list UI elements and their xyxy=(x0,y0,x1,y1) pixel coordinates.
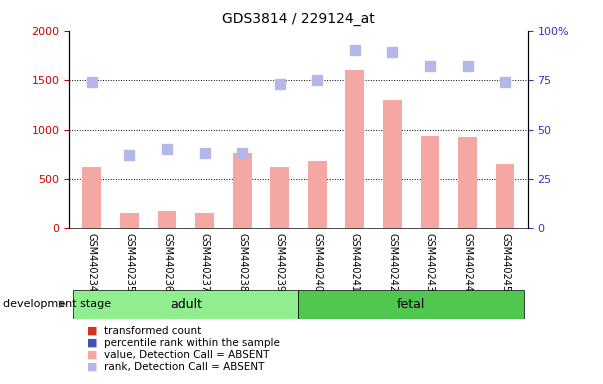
Text: GSM440234: GSM440234 xyxy=(87,233,97,292)
Bar xyxy=(458,137,477,228)
Bar xyxy=(496,164,514,228)
Text: GSM440240: GSM440240 xyxy=(312,233,322,292)
Bar xyxy=(83,167,101,228)
Text: percentile rank within the sample: percentile rank within the sample xyxy=(104,338,280,348)
Text: development stage: development stage xyxy=(3,299,111,309)
Bar xyxy=(73,290,298,319)
Text: GSM440245: GSM440245 xyxy=(500,233,510,293)
Bar xyxy=(346,70,364,228)
Text: ■: ■ xyxy=(87,338,98,348)
Text: GSM440244: GSM440244 xyxy=(463,233,473,292)
Text: GSM440235: GSM440235 xyxy=(124,233,134,293)
Bar xyxy=(120,213,139,228)
Text: rank, Detection Call = ABSENT: rank, Detection Call = ABSENT xyxy=(104,362,265,372)
Bar xyxy=(157,211,177,228)
Text: GSM440238: GSM440238 xyxy=(237,233,247,292)
Text: GSM440242: GSM440242 xyxy=(387,233,397,293)
Bar xyxy=(420,136,440,228)
Text: transformed count: transformed count xyxy=(104,326,201,336)
Bar xyxy=(298,290,524,319)
Text: GSM440241: GSM440241 xyxy=(350,233,360,292)
Text: GSM440239: GSM440239 xyxy=(275,233,285,292)
Bar xyxy=(383,100,402,228)
Text: fetal: fetal xyxy=(397,298,425,311)
Bar xyxy=(270,167,289,228)
Bar xyxy=(195,213,214,228)
Bar xyxy=(233,153,251,228)
Text: GSM440236: GSM440236 xyxy=(162,233,172,292)
Title: GDS3814 / 229124_at: GDS3814 / 229124_at xyxy=(222,12,375,25)
Text: GSM440237: GSM440237 xyxy=(200,233,210,293)
Text: GSM440243: GSM440243 xyxy=(425,233,435,292)
Text: value, Detection Call = ABSENT: value, Detection Call = ABSENT xyxy=(104,350,270,360)
Text: ■: ■ xyxy=(87,350,98,360)
Text: adult: adult xyxy=(170,298,202,311)
Bar xyxy=(308,161,327,228)
Text: ■: ■ xyxy=(87,326,98,336)
Text: ■: ■ xyxy=(87,362,98,372)
